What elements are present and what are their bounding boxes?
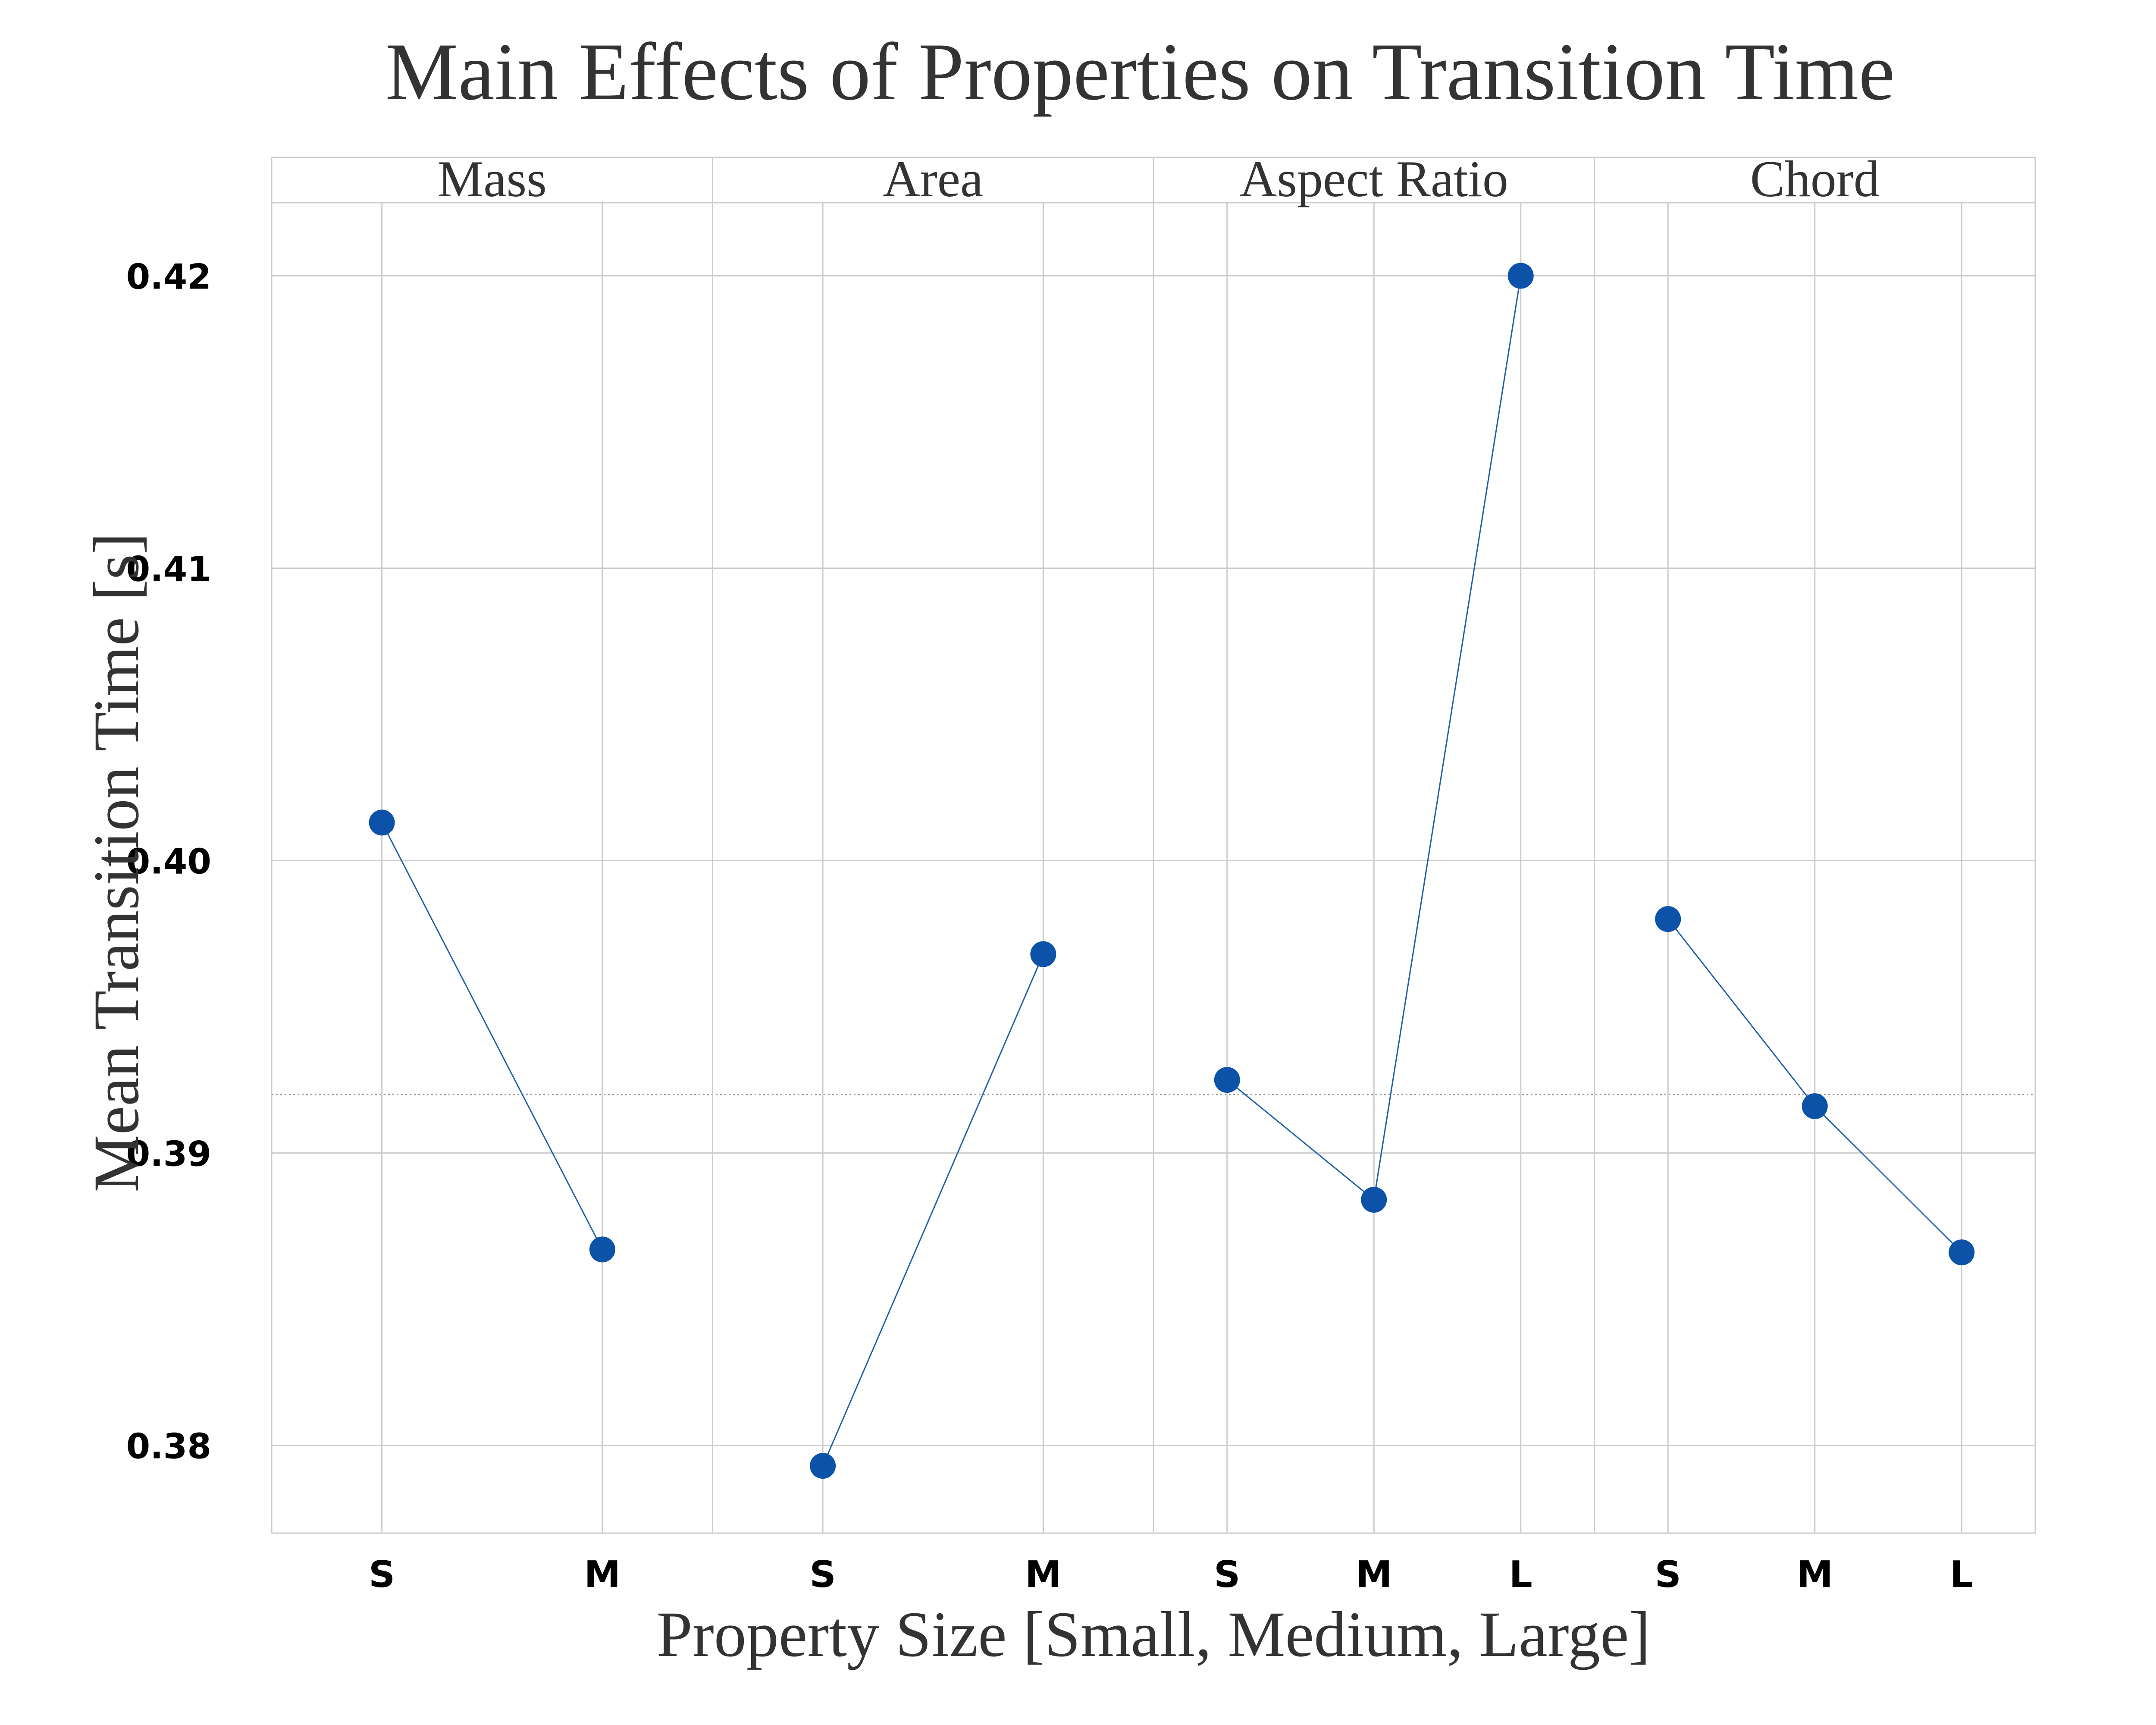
series-line-mass	[381, 822, 603, 1250]
panel-title: Area	[883, 150, 983, 207]
panel-title: Mass	[438, 150, 547, 207]
y-tick-label: 0.42	[126, 257, 211, 297]
y-tick-label: 0.41	[126, 549, 211, 590]
x-tick-label: S	[1214, 1553, 1240, 1596]
x-tick-label: M	[1796, 1553, 1833, 1596]
data-point	[810, 1453, 836, 1479]
data-point	[1214, 1067, 1240, 1093]
y-tick-label: 0.39	[126, 1134, 211, 1174]
x-tick-label: S	[1655, 1553, 1681, 1596]
x-tick-label: S	[369, 1553, 395, 1596]
panels-group: 0.38 0.39 0.40 0.41 0.42 Mass S M Area S M Aspect R…	[126, 150, 2036, 1596]
panel-title: Aspect Ratio	[1240, 150, 1508, 207]
data-point	[369, 809, 395, 836]
x-tick-label: M	[1356, 1553, 1392, 1596]
x-axis-label: Property Size [Small, Medium, Large]	[656, 1599, 1650, 1670]
x-tick-label: S	[810, 1553, 836, 1596]
data-point	[1949, 1239, 1975, 1266]
x-tick-label: M	[1025, 1553, 1062, 1596]
data-point	[1655, 906, 1681, 932]
data-point	[1030, 941, 1056, 967]
chart-title: Main Effects of Properties on Transition…	[385, 27, 1895, 117]
data-point	[589, 1236, 615, 1263]
y-axis-label: Mean Transition Time [s]	[81, 533, 152, 1192]
series-line-area	[822, 953, 1044, 1466]
x-tick-label: M	[584, 1553, 621, 1596]
data-point	[1507, 263, 1534, 289]
x-tick-label: L	[1950, 1553, 1973, 1596]
y-tick-label: 0.38	[126, 1427, 211, 1467]
y-tick-label: 0.40	[126, 842, 211, 882]
data-point	[1361, 1187, 1387, 1213]
data-point	[1802, 1093, 1828, 1120]
panel-title: Chord	[1750, 150, 1880, 207]
x-tick-label: L	[1509, 1553, 1532, 1596]
